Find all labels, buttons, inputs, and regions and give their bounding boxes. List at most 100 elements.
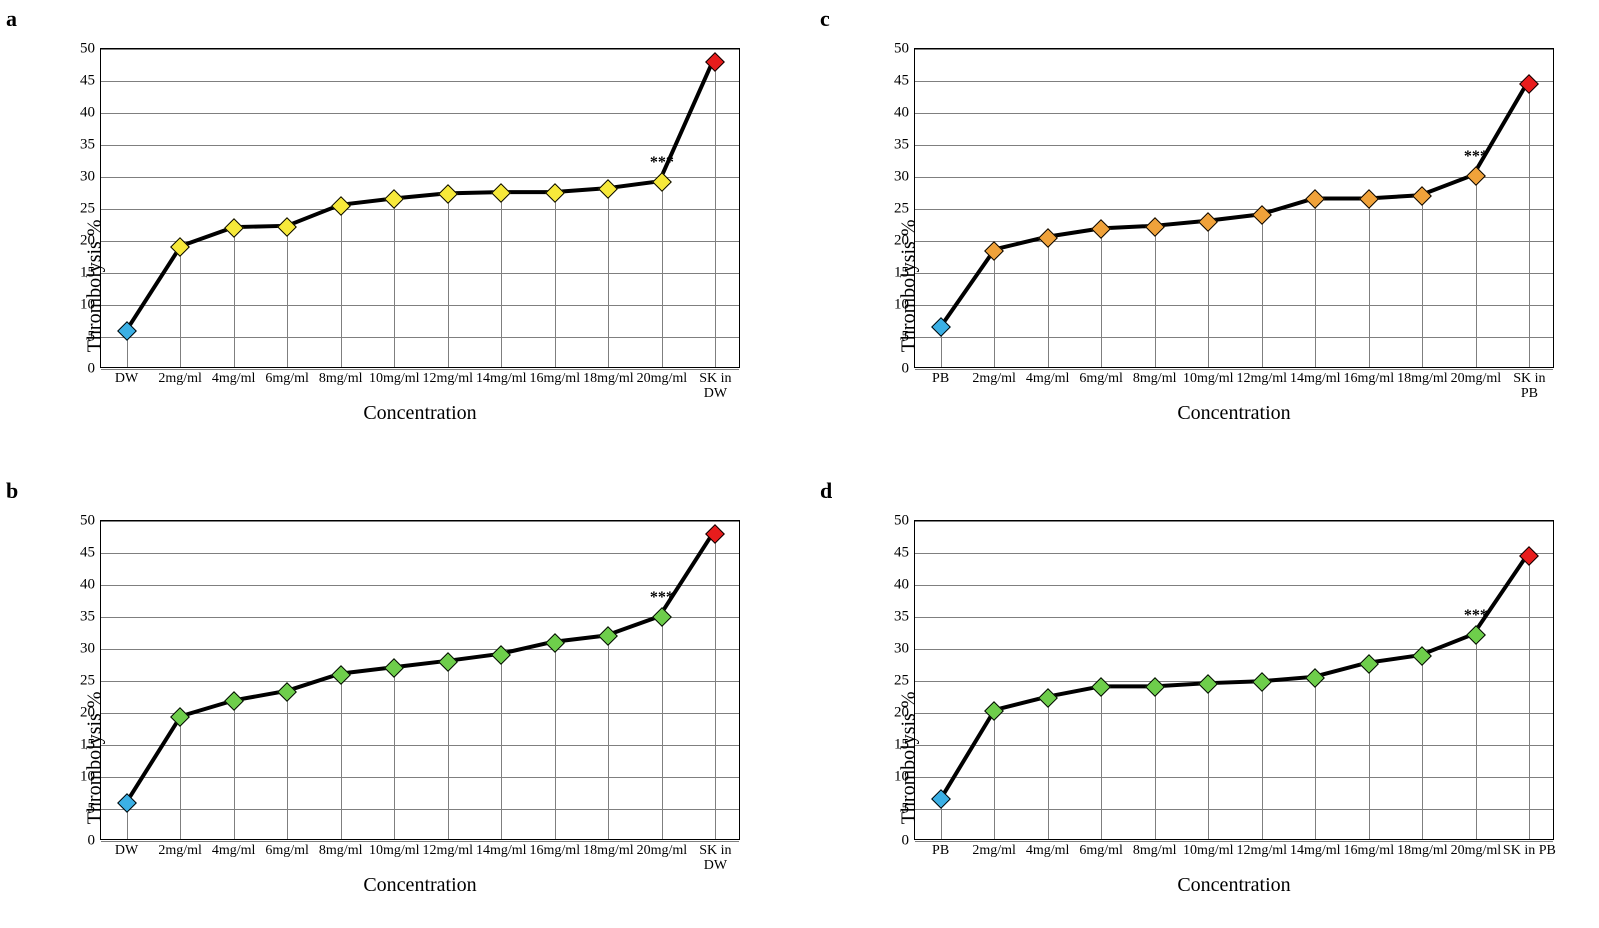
panel-letter-d: d: [820, 478, 832, 504]
plot-area-b: 05101520253035404550DW2mg/ml4mg/ml6mg/ml…: [100, 520, 740, 840]
gridline: [915, 841, 1553, 842]
data-marker: [277, 217, 297, 237]
gridline: [915, 81, 1553, 82]
drop-line: [1262, 680, 1263, 839]
data-marker: [224, 218, 244, 238]
y-axis-title: Thrombolysis %: [83, 692, 106, 825]
y-tick-label: 35: [80, 137, 95, 154]
drop-line: [1048, 236, 1049, 367]
data-marker: [331, 196, 351, 216]
drop-line: [448, 192, 449, 367]
data-marker: [1252, 672, 1272, 692]
x-tick-label: 20mg/ml: [637, 843, 688, 858]
panel-letter-a: a: [6, 6, 17, 32]
y-tick-label: 45: [80, 73, 95, 90]
panel-letter-b: b: [6, 478, 18, 504]
data-marker: [705, 52, 725, 72]
series-line: [101, 49, 739, 367]
x-tick-label: PB: [932, 843, 949, 858]
x-tick-label: SK inPB: [1513, 371, 1545, 402]
data-marker: [1038, 228, 1058, 248]
drop-line: [1101, 227, 1102, 367]
data-marker: [1038, 688, 1058, 708]
x-tick-label: SK inDW: [699, 371, 731, 402]
data-marker: [438, 652, 458, 672]
gridline: [915, 553, 1553, 554]
series-line: [101, 521, 739, 839]
gridline: [915, 209, 1553, 210]
gridline: [915, 745, 1553, 746]
gridline: [915, 145, 1553, 146]
significance-label: ***: [1464, 148, 1488, 166]
y-axis-title: Thrombolysis %: [897, 220, 920, 353]
gridline: [101, 649, 739, 650]
gridline: [101, 777, 739, 778]
figure-root: a 05101520253035404550DW2mg/ml4mg/ml6mg/m…: [0, 0, 1599, 928]
drop-line: [234, 226, 235, 367]
x-tick-label: 4mg/ml: [1026, 371, 1070, 386]
drop-line: [1315, 676, 1316, 839]
x-tick-label: 14mg/ml: [1290, 371, 1341, 386]
drop-line: [234, 699, 235, 839]
drop-line: [1208, 220, 1209, 367]
x-tick-label: 18mg/ml: [583, 843, 634, 858]
drop-line: [555, 191, 556, 367]
y-tick-label: 50: [894, 513, 909, 530]
data-marker: [1519, 546, 1539, 566]
data-marker: [491, 645, 511, 665]
plot-area-c: 05101520253035404550PB2mg/ml4mg/ml6mg/ml…: [914, 48, 1554, 368]
gridline: [101, 273, 739, 274]
data-marker: [652, 172, 672, 192]
x-tick-label: 14mg/ml: [476, 371, 527, 386]
x-tick-label: 10mg/ml: [1183, 371, 1234, 386]
data-marker: [984, 241, 1004, 261]
x-tick-label: 10mg/ml: [369, 371, 420, 386]
drop-line: [180, 715, 181, 839]
gridline: [101, 81, 739, 82]
y-tick-label: 35: [80, 609, 95, 626]
y-tick-label: 35: [894, 609, 909, 626]
data-marker: [1359, 654, 1379, 674]
drop-line: [1315, 197, 1316, 367]
gridline: [101, 337, 739, 338]
data-marker: [931, 317, 951, 337]
drop-line: [608, 187, 609, 367]
drop-line: [555, 641, 556, 839]
drop-line: [1422, 654, 1423, 839]
gridline: [915, 681, 1553, 682]
y-tick-label: 0: [88, 361, 96, 378]
y-tick-label: 30: [894, 169, 909, 186]
data-marker: [438, 184, 458, 204]
drop-line: [448, 660, 449, 839]
drop-line: [1529, 554, 1530, 839]
gridline: [915, 177, 1553, 178]
data-marker: [598, 626, 618, 646]
drop-line: [994, 249, 995, 367]
drop-line: [715, 60, 716, 367]
x-tick-label: 18mg/ml: [583, 371, 634, 386]
drop-line: [1476, 174, 1477, 367]
x-tick-label: SK inDW: [699, 843, 731, 874]
gridline: [915, 337, 1553, 338]
data-marker: [384, 658, 404, 678]
data-marker: [1198, 674, 1218, 694]
y-tick-label: 0: [88, 833, 96, 850]
drop-line: [1208, 682, 1209, 839]
y-tick-label: 40: [894, 105, 909, 122]
gridline: [101, 177, 739, 178]
data-marker: [1519, 74, 1539, 94]
y-tick-label: 30: [894, 641, 909, 658]
x-axis-title: Concentration: [1177, 874, 1290, 897]
y-tick-label: 0: [902, 361, 910, 378]
x-tick-label: PB: [932, 371, 949, 386]
gridline: [101, 209, 739, 210]
drop-line: [662, 180, 663, 367]
drop-line: [501, 653, 502, 839]
gridline: [915, 617, 1553, 618]
x-tick-label: 8mg/ml: [319, 371, 363, 386]
gridline: [101, 713, 739, 714]
data-marker: [277, 682, 297, 702]
x-tick-label: 18mg/ml: [1397, 371, 1448, 386]
drop-line: [501, 191, 502, 367]
drop-line: [1155, 685, 1156, 839]
